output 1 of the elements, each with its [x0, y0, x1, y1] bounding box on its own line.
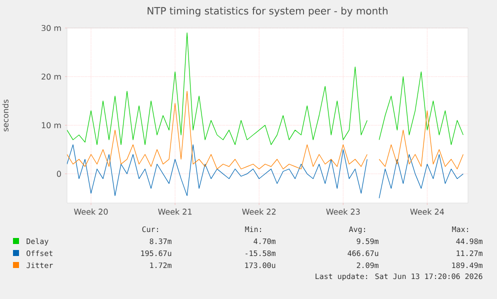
chart-title: NTP timing statistics for system peer - by month — [148, 6, 388, 17]
